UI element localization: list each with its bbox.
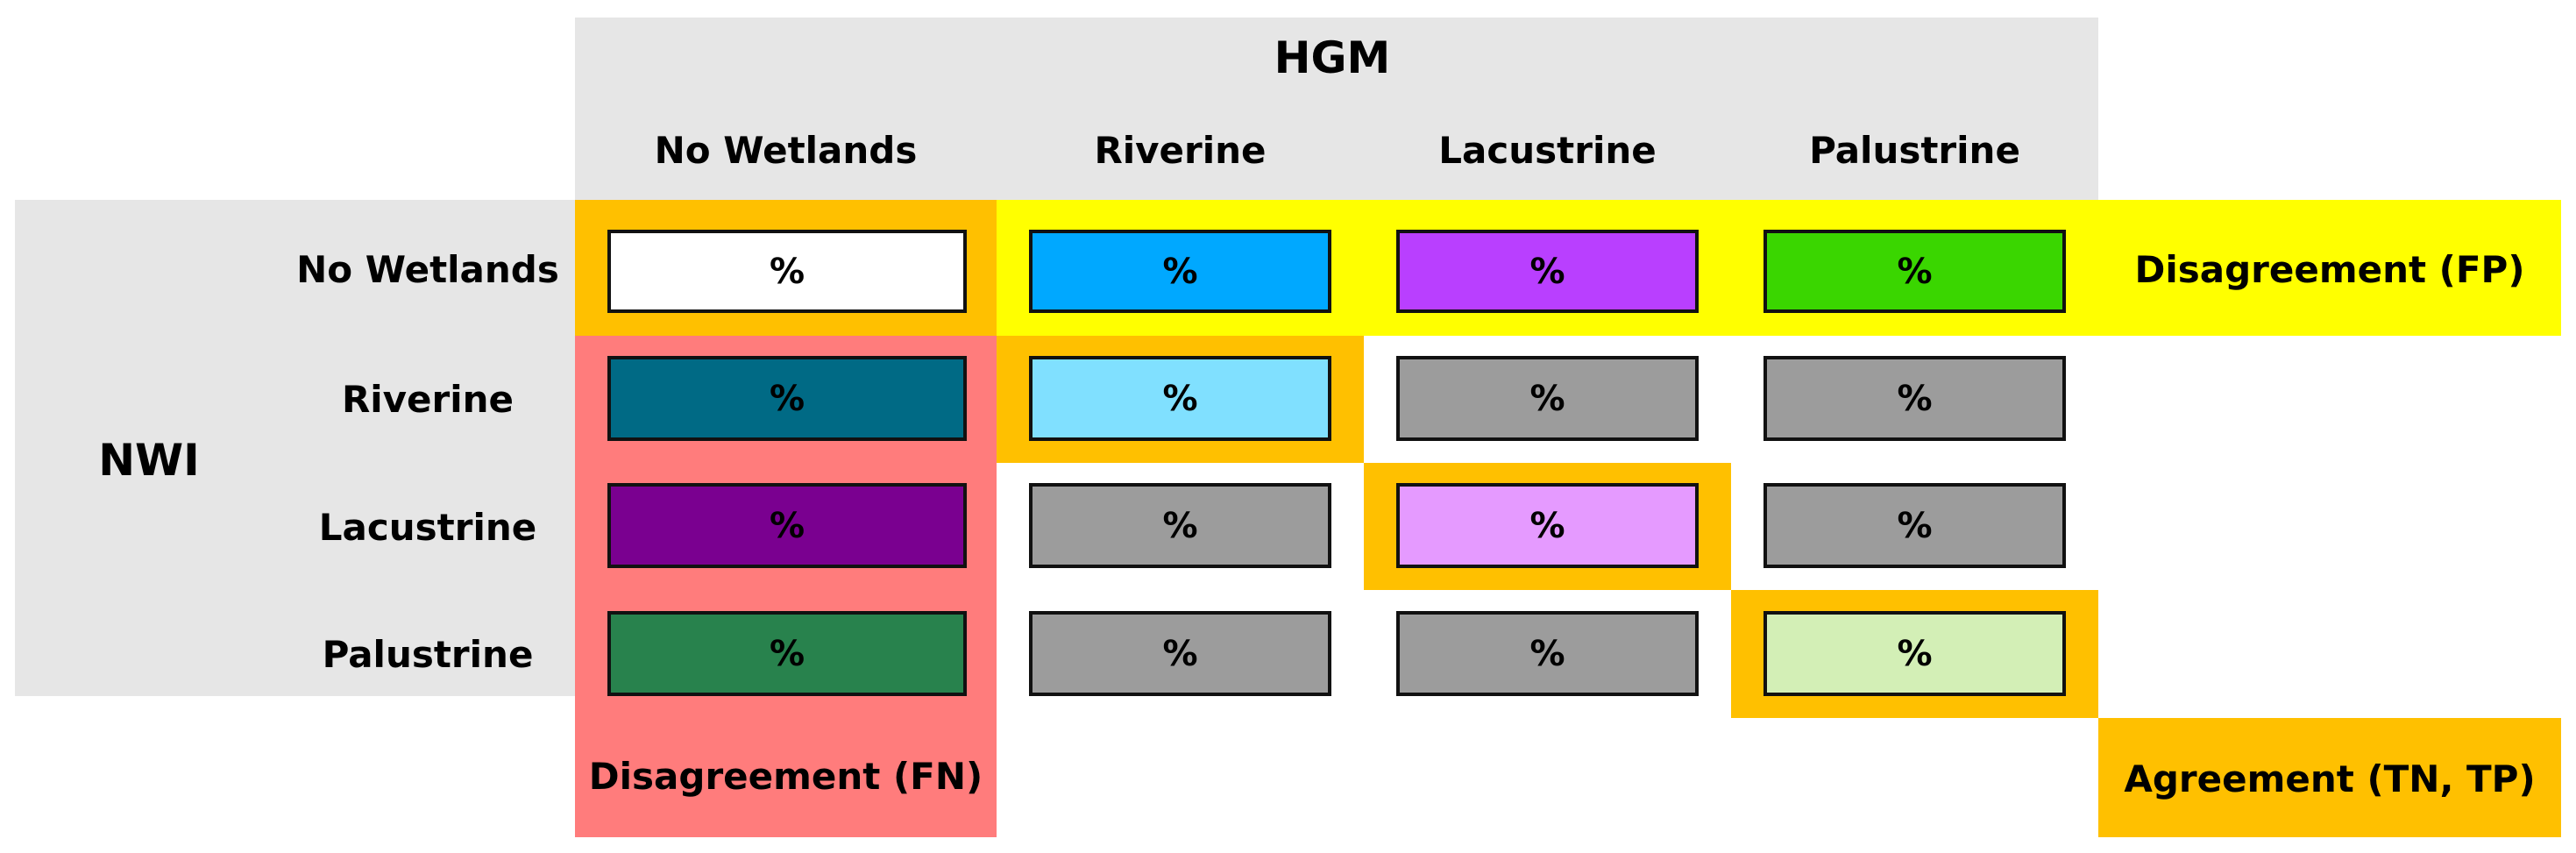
matrix-cell: %	[1396, 611, 1699, 696]
matrix-cell: %	[1029, 483, 1331, 568]
matrix-cell: %	[1029, 230, 1331, 313]
nwi-row-no-wetlands: No Wetlands	[296, 247, 559, 291]
legend-disagreement-fn: Disagreement (FN)	[588, 754, 983, 798]
matrix-cell: %	[607, 356, 967, 441]
matrix-cell: %	[607, 230, 967, 313]
matrix-cell: %	[1029, 611, 1331, 696]
nwi-row-palustrine: Palustrine	[322, 632, 534, 676]
matrix-cell: %	[1763, 483, 2066, 568]
matrix-cell: %	[1763, 611, 2066, 696]
hgm-title: HGM	[1274, 32, 1391, 83]
matrix-cell: %	[1763, 230, 2066, 313]
matrix-cell: %	[1396, 356, 1699, 441]
matrix-cell: %	[1396, 230, 1699, 313]
legend-disagreement-fp: Disagreement (FP)	[2134, 247, 2525, 291]
nwi-row-lacustrine: Lacustrine	[318, 505, 537, 549]
matrix-cell: %	[607, 483, 967, 568]
matrix-cell: %	[1763, 356, 2066, 441]
matrix-cell: %	[1396, 483, 1699, 568]
matrix-cell: %	[1029, 356, 1331, 441]
legend-agreement: Agreement (TN, TP)	[2124, 757, 2536, 800]
hgm-column-no-wetlands: No Wetlands	[654, 128, 918, 172]
nwi-header-bg	[15, 200, 575, 696]
matrix-cell: %	[607, 611, 967, 696]
hgm-column-lacustrine: Lacustrine	[1438, 128, 1657, 172]
hgm-column-palustrine: Palustrine	[1809, 128, 2020, 172]
agreement-legend-bg	[2098, 718, 2561, 837]
hgm-header-bg	[575, 18, 2098, 200]
hgm-column-riverine: Riverine	[1094, 128, 1267, 172]
nwi-title: NWI	[98, 435, 200, 486]
nwi-row-riverine: Riverine	[341, 377, 514, 421]
